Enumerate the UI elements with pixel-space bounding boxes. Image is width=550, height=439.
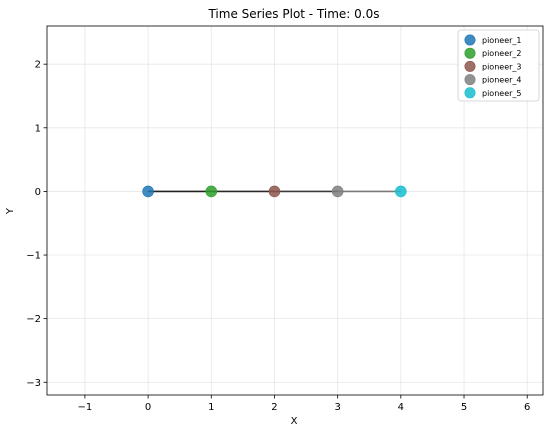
legend-label-pioneer_4: pioneer_4 [482,76,522,85]
y-tick-label: 2 [35,60,41,71]
legend-marker-pioneer_1 [464,34,476,46]
x-tick-label: −1 [78,402,93,413]
y-tick-label: 0 [35,187,41,198]
legend-marker-pioneer_2 [464,47,476,59]
chart-title: Time Series Plot - Time: 0.0s [207,7,379,21]
x-tick-label: 4 [398,402,404,413]
y-tick-label: −1 [26,251,41,262]
legend-label-pioneer_2: pioneer_2 [482,49,522,58]
x-tick-label: 3 [334,402,340,413]
data-point-pioneer_5 [395,185,407,198]
x-tick-label: 6 [524,402,530,413]
legend-box [457,29,540,102]
legend-marker-pioneer_4 [464,74,476,86]
legend-label-pioneer_5: pioneer_5 [482,89,522,98]
legend-marker-pioneer_3 [464,60,476,72]
x-tick-label: 1 [208,402,214,413]
x-tick-label: 0 [145,402,151,413]
y-axis-label: Y [5,207,16,215]
data-points [142,185,407,198]
data-point-pioneer_3 [268,185,281,198]
legend-marker-pioneer_5 [464,87,476,99]
data-point-pioneer_4 [331,185,344,198]
data-point-pioneer_2 [205,185,218,198]
y-tick-label: −3 [26,378,41,389]
data-point-pioneer_1 [142,185,154,198]
x-tick-label: 5 [461,402,467,413]
y-tick-label: −2 [26,314,41,325]
plot-frame [46,25,544,396]
x-tick-label: 2 [271,402,277,413]
y-tick-label: 1 [35,123,41,134]
x-axis-label: X [291,416,298,427]
axis-ticks: −1 0 1 2 3 4 5 6 −3 −2 −1 0 1 2 [26,60,530,413]
legend: pioneer_1 pioneer_2 pioneer_3 pioneer_4pion… [457,29,540,102]
legend-label-pioneer_3: pioneer_3 [482,62,522,71]
legend-label-pioneer_1: pioneer_1 [482,36,522,45]
